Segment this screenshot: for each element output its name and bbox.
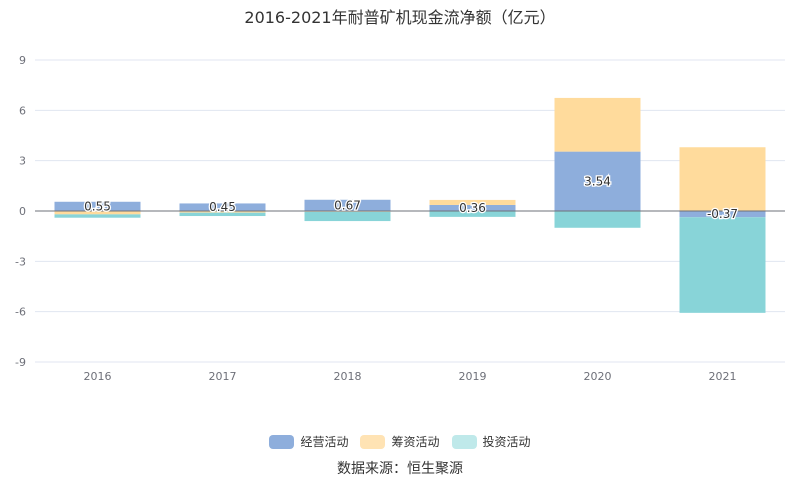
- y-tick-label: 0: [19, 205, 26, 218]
- chart-plot: 9 6 3 0 -3 -6 -9 2016 2017 2018 2019 2020 2021 0.55 0.…: [15, 54, 785, 383]
- y-tick-label: -3: [15, 255, 26, 268]
- y-tick-label: 6: [19, 104, 26, 117]
- legend: 经营活动 筹资活动 投资活动: [0, 433, 800, 450]
- bar-investing: [679, 217, 766, 313]
- x-tick-label: 2021: [709, 370, 737, 383]
- x-tick-label: 2017: [209, 370, 237, 383]
- bar-investing: [179, 212, 266, 217]
- data-label: 0.36: [459, 201, 486, 215]
- y-tick-label: 9: [19, 54, 26, 67]
- data-label: 0.55: [84, 199, 111, 213]
- bar-operating: [54, 201, 141, 211]
- bar-investing: [429, 211, 516, 217]
- x-tick-label: 2018: [334, 370, 362, 383]
- bar-financing: [429, 199, 516, 205]
- bar-financing: [554, 97, 641, 152]
- legend-label-investing: 投资活动: [482, 435, 531, 449]
- bar-operating: [304, 199, 391, 211]
- bar-operating: [179, 203, 266, 211]
- data-label: 3.54: [584, 174, 611, 188]
- legend-item-financing[interactable]: 筹资活动: [360, 433, 440, 450]
- bar-operating: [554, 151, 641, 211]
- chart-title: 2016-2021年耐普矿机现金流净额（亿元）: [244, 8, 556, 27]
- bar-operating: [679, 211, 766, 218]
- bar-financing: [179, 211, 266, 213]
- x-tick-label: 2016: [84, 370, 112, 383]
- bar-financing: [679, 147, 766, 211]
- data-label: -0.37: [707, 207, 738, 221]
- bar-financing: [54, 211, 141, 215]
- bar-investing: [54, 214, 141, 218]
- legend-item-investing[interactable]: 投资活动: [451, 433, 531, 450]
- x-tick-label: 2020: [584, 370, 612, 383]
- x-tick-label: 2019: [459, 370, 487, 383]
- legend-swatch-operating: [269, 434, 295, 449]
- data-label: 0.45: [209, 200, 236, 214]
- y-tick-label: -9: [15, 356, 26, 369]
- bar-investing: [554, 211, 641, 228]
- legend-label-operating: 经营活动: [300, 435, 349, 449]
- source-note: 数据来源：恒生聚源: [337, 461, 463, 477]
- y-tick-label: -6: [15, 306, 26, 319]
- legend-swatch-financing: [360, 434, 386, 449]
- legend-swatch-investing: [451, 434, 477, 449]
- legend-label-financing: 筹资活动: [391, 435, 440, 449]
- legend-item-operating[interactable]: 经营活动: [269, 433, 348, 450]
- y-tick-label: 3: [19, 155, 26, 168]
- bar-operating: [429, 204, 516, 211]
- data-label: 0.67: [334, 198, 361, 212]
- bar-investing: [304, 211, 391, 222]
